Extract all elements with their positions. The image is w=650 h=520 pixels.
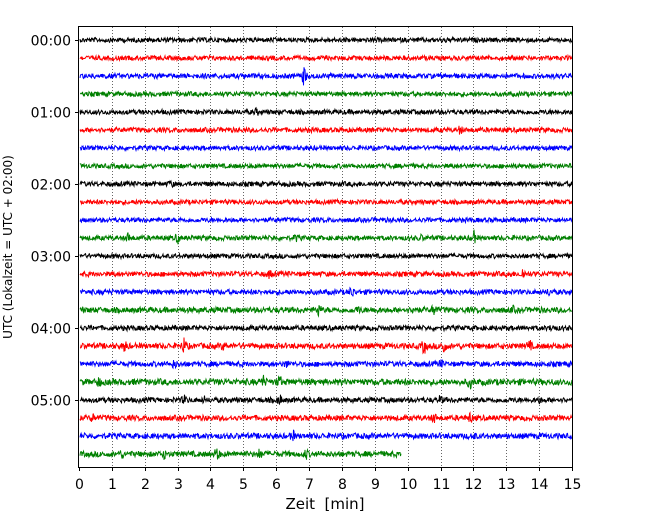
- y-tick-label: 00:00: [31, 34, 71, 50]
- trace-line: [79, 359, 573, 370]
- trace-line: [79, 106, 573, 117]
- trace-line: [79, 429, 573, 442]
- trace-line: [79, 303, 573, 318]
- trace-lines: [79, 35, 573, 460]
- y-tick-label: 01:00: [31, 106, 71, 122]
- x-tick-label: 11: [433, 477, 451, 493]
- trace-line: [79, 67, 573, 86]
- x-axis-label: Zeit [min]: [285, 495, 364, 513]
- trace-line: [79, 53, 573, 63]
- x-tick-label: 7: [305, 477, 314, 493]
- x-tick-label: 1: [108, 477, 117, 493]
- x-tick-label: 13: [498, 477, 516, 493]
- trace-line: [79, 251, 573, 261]
- y-axis-ticks: 00:00 01:00 02:00 03:00 04:00 05:00: [31, 34, 79, 410]
- x-tick-label: 15: [564, 477, 582, 493]
- y-axis-label: UTC (Lokalzeit = UTC + 02:00): [1, 155, 15, 339]
- trace-line: [79, 337, 573, 355]
- x-tick-label: 2: [141, 477, 150, 493]
- y-tick-label: 05:00: [31, 394, 71, 410]
- x-tick-label: 6: [272, 477, 281, 493]
- trace-line: [79, 447, 402, 460]
- x-tick-label: 5: [239, 477, 248, 493]
- x-tick-label: 8: [338, 477, 347, 493]
- x-tick-label: 9: [371, 477, 380, 493]
- y-tick-label: 02:00: [31, 178, 71, 194]
- trace-line: [79, 125, 573, 135]
- x-tick-label: 4: [206, 477, 215, 493]
- trace-line: [79, 161, 573, 170]
- vertical-gridlines: [112, 27, 540, 467]
- plot-area-frame: [78, 26, 573, 468]
- x-tick-label: 12: [465, 477, 483, 493]
- x-tick-label: 10: [400, 477, 418, 493]
- x-axis-ticks: 0 1 2 3 4 5 6 7 8 9 10 11 12 13 14 15: [75, 467, 581, 493]
- trace-line: [79, 197, 573, 207]
- x-tick-label: 3: [174, 477, 183, 493]
- trace-line: [79, 411, 573, 424]
- trace-line: [79, 143, 573, 153]
- trace-line: [79, 286, 573, 297]
- x-tick-label: 14: [531, 477, 549, 493]
- y-tick-label: 04:00: [31, 322, 71, 338]
- x-tick-label: 0: [75, 477, 84, 493]
- trace-line: [79, 323, 573, 333]
- y-tick-label: 03:00: [31, 250, 71, 266]
- trace-line: [80, 89, 573, 99]
- trace-line: [79, 394, 573, 406]
- trace-line: [79, 179, 573, 189]
- trace-line: [79, 269, 573, 280]
- trace-line: [79, 35, 573, 45]
- trace-line: [79, 374, 573, 390]
- trace-line: [79, 229, 573, 245]
- trace-line: [79, 216, 573, 225]
